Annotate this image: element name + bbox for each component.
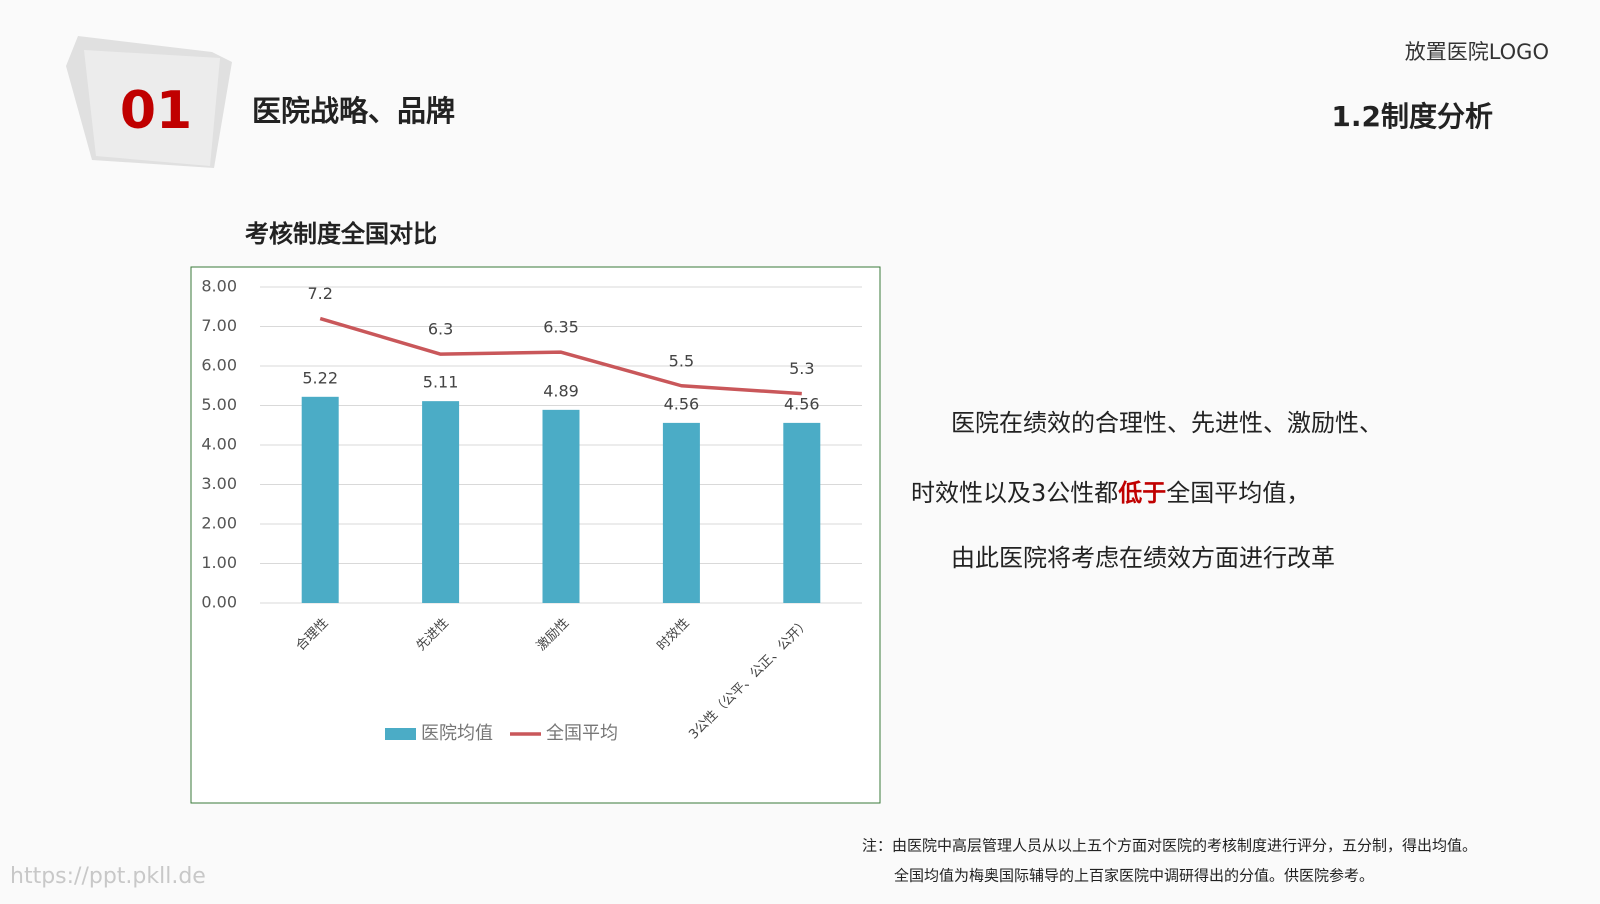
body-text: 全国平均值，: [1166, 479, 1310, 507]
logo-placeholder: 放置医院LOGO: [1405, 40, 1549, 64]
bar: [542, 409, 580, 603]
y-tick-label: 1.00: [201, 553, 237, 572]
data-label: 5.5: [669, 351, 694, 370]
bar: [422, 401, 460, 603]
data-label: 5.22: [302, 368, 338, 387]
body-text: 医院在绩效的合理性、先进性、激励性、: [951, 409, 1383, 437]
header-title: 医院战略、品牌: [252, 94, 455, 128]
y-tick-label: 2.00: [201, 514, 237, 533]
note: 全国均值为梅奥国际辅导的上百家医院中调研得出的分值。供医院参考。: [894, 867, 1374, 885]
chart-frame: [190, 266, 881, 804]
y-tick-label: 7.00: [201, 316, 237, 335]
line: [319, 316, 802, 396]
y-tick-label: 3.00: [201, 474, 237, 493]
body-text: 时效性以及3公性都: [911, 479, 1118, 507]
highlight: 低于: [1117, 479, 1166, 507]
watermark: https://ppt.pkll.de: [10, 864, 206, 889]
legend-label: 全国平均: [546, 723, 618, 744]
body-text: 时效性以及3公性都低于全国平均值，: [911, 479, 1310, 507]
data-label: 7.2: [307, 284, 332, 303]
section-number: 01: [120, 81, 192, 141]
bar: [301, 396, 339, 603]
y-tick-label: 8.00: [201, 277, 237, 296]
legend-swatch: [385, 728, 416, 740]
y-tick-label: 0.00: [201, 593, 237, 612]
data-label: 4.89: [543, 381, 579, 400]
data-label: 4.56: [664, 394, 700, 413]
note: 注：由医院中高层管理人员从以上五个方面对医院的考核制度进行评分，五分制，得出均值…: [862, 837, 1477, 855]
data-label: 4.56: [784, 394, 820, 413]
data-label: 6.3: [428, 320, 453, 339]
bar: [783, 422, 821, 603]
data-label: 6.35: [543, 318, 579, 337]
section-title: 1.2制度分析: [1331, 100, 1493, 133]
body-text: 由此医院将考虑在绩效方面进行改革: [951, 544, 1335, 572]
data-label: 5.11: [423, 373, 459, 392]
y-tick-label: 4.00: [201, 435, 237, 454]
bar: [662, 422, 700, 603]
y-tick-label: 6.00: [201, 356, 237, 375]
data-label: 5.3: [789, 359, 814, 378]
y-tick-label: 5.00: [201, 395, 237, 414]
paper-shape: [84, 50, 220, 166]
chart-title: 考核制度全国对比: [245, 220, 437, 248]
legend-label: 医院均值: [421, 723, 493, 744]
